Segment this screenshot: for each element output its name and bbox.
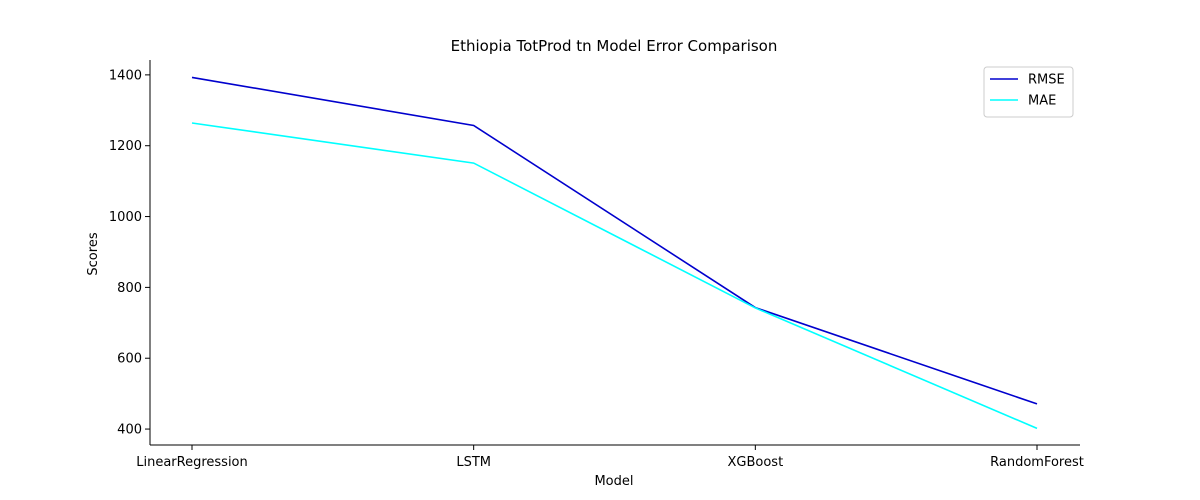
- x-tick-label: LinearRegression: [136, 455, 248, 470]
- y-tick-label: 1000: [109, 210, 142, 225]
- y-tick-label: 1400: [109, 68, 142, 83]
- x-tick-label: LSTM: [456, 455, 491, 470]
- legend: RMSE MAE: [983, 66, 1074, 118]
- y-tick-label: 600: [117, 352, 142, 367]
- x-axis-title: Model: [594, 474, 633, 489]
- y-tick-label: 1200: [109, 139, 142, 154]
- y-tick-label: 800: [117, 281, 142, 296]
- x-tick-label: RandomForest: [990, 455, 1084, 470]
- legend-label-mae: MAE: [1028, 94, 1056, 109]
- series-line-mae: [191, 122, 1038, 430]
- y-tick-label: 400: [117, 423, 142, 438]
- plot-area: 400 600 800 1000 1200 1400 LinearRegression LST…: [109, 60, 1084, 470]
- x-tick-label: XGBoost: [727, 455, 783, 470]
- chart-title: Ethiopia TotProd tn Model Error Comparis…: [451, 37, 778, 55]
- y-axis-title: Scores: [86, 232, 101, 275]
- series-line-rmse: [191, 76, 1038, 405]
- legend-label-rmse: RMSE: [1028, 73, 1065, 88]
